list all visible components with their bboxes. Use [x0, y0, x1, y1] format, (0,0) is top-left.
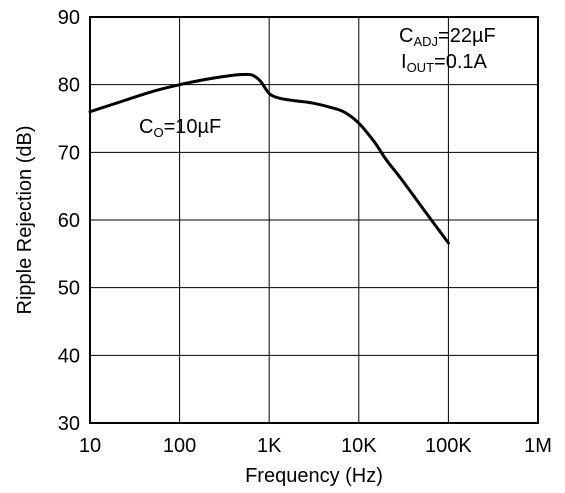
plot-frame [89, 16, 539, 424]
grid [89, 16, 539, 424]
y-axis-title: Ripple Rejection (dB) [14, 126, 36, 315]
annotation-co-subscript: O [153, 125, 163, 140]
ripple-rejection-curve [88, 72, 450, 245]
annotation-iout: IOUT=0.1A [401, 51, 487, 75]
annotation-cadj-value: =22µF [438, 25, 496, 47]
x-tick-label: 10 [79, 435, 101, 457]
annotation-cadj: CADJ=22µF [399, 25, 496, 49]
annotation-cadj-subscript: ADJ [413, 34, 438, 49]
annotation-iout-subscript: OUT [407, 60, 435, 75]
annotation-iout-symbol: I [401, 51, 407, 73]
y-tick-label: 30 [58, 413, 80, 435]
annotation-cadj-symbol: C [399, 25, 413, 47]
x-tick-label: 1K [257, 435, 282, 457]
annotation-co: CO=10µF [139, 116, 221, 140]
annotation-co-symbol: C [139, 116, 153, 138]
y-tick-label: 90 [58, 7, 80, 29]
annotation-iout-value: =0.1A [434, 51, 487, 73]
annotation-co-value: =10µF [164, 116, 222, 138]
x-axis-title: Frequency (Hz) [245, 465, 383, 487]
y-tick-label: 50 [58, 278, 80, 300]
y-tick-label: 60 [58, 210, 80, 232]
x-tick-label: 100K [425, 435, 472, 457]
x-tick-label: 1M [524, 435, 552, 457]
x-tick-label: 10K [341, 435, 377, 457]
y-tick-label: 70 [58, 142, 80, 164]
y-tick-label: 80 [58, 75, 80, 97]
tick-labels: 10 100 1K 10K 100K 1M 30 40 50 60 70 80 90 [58, 7, 552, 457]
y-tick-label: 40 [58, 345, 80, 367]
x-tick-label: 100 [163, 435, 196, 457]
